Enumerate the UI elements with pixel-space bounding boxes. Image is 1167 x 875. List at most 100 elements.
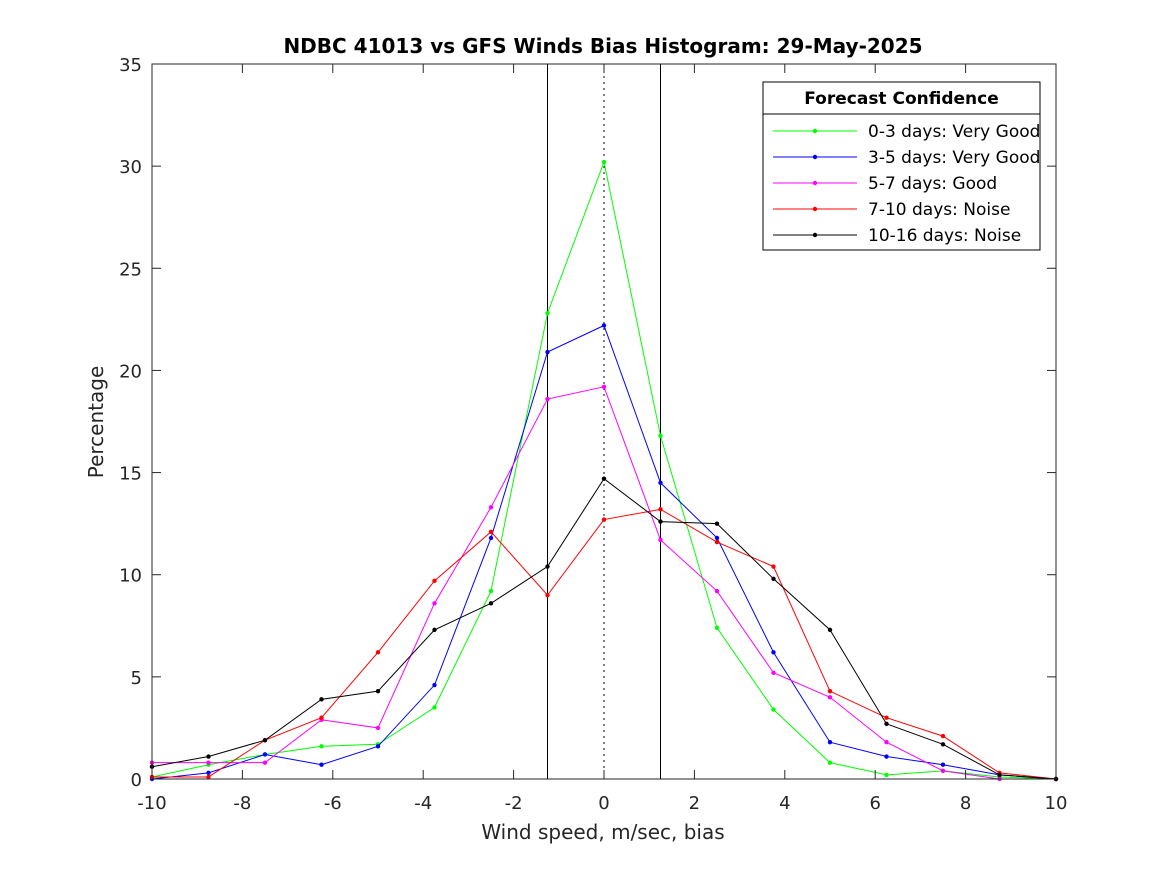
y-tick-label: 20 (119, 361, 142, 382)
data-point (545, 311, 550, 316)
data-point (601, 517, 607, 522)
y-tick-label: 0 (131, 770, 142, 791)
data-point (319, 762, 324, 767)
data-point (545, 592, 550, 598)
data-point (488, 529, 494, 535)
data-point (714, 625, 720, 631)
x-tick-label: -10 (137, 793, 166, 814)
data-point (601, 159, 607, 165)
data-point (884, 721, 889, 727)
legend-label: 10-16 days: Noise (868, 226, 1021, 246)
y-axis-label: Percentage (84, 366, 108, 479)
data-point (375, 744, 381, 749)
data-point (884, 740, 889, 745)
data-point (827, 695, 833, 700)
legend-item: 7-10 days: Noise (773, 200, 1010, 220)
legend: Forecast Confidence 0-3 days: Very Good 3-… (762, 81, 1041, 251)
reference-lines (547, 64, 661, 779)
data-point (432, 578, 437, 584)
legend-label: 5-7 days: Good (868, 174, 997, 194)
y-tick-label: 10 (119, 566, 142, 587)
x-tick-label: -2 (505, 793, 523, 814)
legend-marker (812, 128, 818, 134)
data-point (771, 670, 776, 675)
data-point (827, 740, 833, 745)
legend-marker (812, 232, 818, 238)
data-point (488, 588, 494, 594)
data-point (940, 733, 946, 739)
data-point (827, 760, 833, 765)
y-tick-label: 25 (119, 259, 142, 280)
data-point (432, 627, 437, 633)
data-point (488, 505, 494, 510)
data-point (658, 507, 663, 512)
data-point (714, 588, 720, 594)
data-point (714, 521, 720, 526)
x-tick-label: 10 (1045, 793, 1068, 814)
data-point (940, 762, 946, 767)
data-point (771, 707, 776, 712)
data-point (997, 772, 1002, 778)
legend-marker (812, 180, 818, 186)
x-tick-label: -6 (324, 793, 342, 814)
data-point (658, 433, 663, 438)
y-tick-label: 35 (119, 55, 142, 76)
data-point (658, 480, 663, 485)
legend-box (762, 81, 1041, 251)
data-point (545, 396, 550, 402)
data-point (884, 772, 889, 778)
data-point (658, 519, 663, 524)
data-point (884, 715, 889, 720)
legend-label: 0-3 days: Very Good (868, 122, 1040, 142)
data-point (319, 744, 324, 749)
data-point (375, 650, 381, 655)
series-layer (149, 159, 1059, 782)
data-point (714, 539, 720, 545)
data-point (375, 688, 381, 694)
y-tick-label: 5 (131, 668, 142, 689)
data-point (545, 349, 550, 355)
x-tick-label: -4 (414, 793, 432, 814)
axis-ticks: -10 -8 -6 -4 -2 0 2 4 6 8 10 0 5 10 15 20 25 30 35 (119, 55, 1067, 814)
data-point (206, 774, 211, 780)
legend-marker (812, 206, 818, 212)
x-axis-label: Wind speed, m/sec, bias (481, 820, 724, 844)
data-point (545, 564, 550, 569)
data-point (375, 725, 381, 731)
legend-title: Forecast Confidence (804, 89, 999, 109)
data-point (432, 601, 437, 606)
data-point (488, 601, 494, 606)
x-tick-label: 4 (779, 793, 790, 814)
data-point (601, 323, 607, 328)
x-tick-label: 0 (598, 793, 609, 814)
x-tick-label: 2 (689, 793, 700, 814)
data-point (206, 760, 211, 765)
data-point (940, 742, 946, 747)
data-point (940, 768, 946, 774)
data-point (262, 760, 268, 765)
data-point (771, 576, 776, 581)
data-point (884, 754, 889, 759)
data-point (714, 535, 720, 541)
data-point (262, 752, 268, 757)
legend-item: 3-5 days: Very Good (773, 148, 1040, 168)
data-point (432, 682, 437, 688)
data-point (601, 476, 607, 481)
data-point (319, 715, 324, 720)
x-tick-label: 6 (869, 793, 880, 814)
legend-marker (812, 154, 818, 160)
y-tick-label: 30 (119, 157, 142, 178)
x-tick-label: -8 (233, 793, 251, 814)
data-point (771, 650, 776, 655)
y-tick-label: 15 (119, 464, 142, 485)
legend-label: 7-10 days: Noise (868, 200, 1010, 220)
data-point (432, 705, 437, 710)
data-point (488, 535, 494, 541)
data-point (206, 770, 211, 776)
data-point (601, 384, 607, 389)
legend-label: 3-5 days: Very Good (868, 148, 1040, 168)
series-5 (149, 476, 1059, 782)
legend-item: 0-3 days: Very Good (773, 122, 1040, 142)
data-point (827, 627, 833, 633)
